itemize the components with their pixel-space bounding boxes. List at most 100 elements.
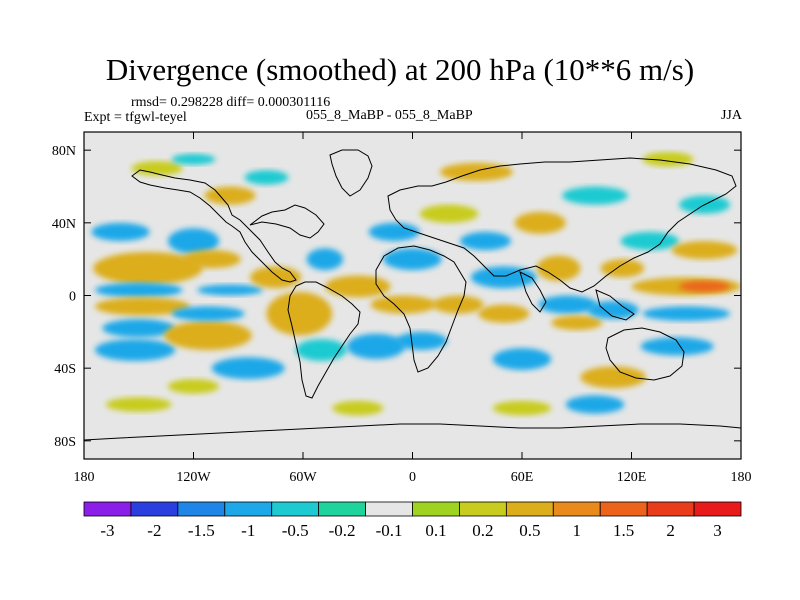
colorbar-box	[83, 501, 132, 517]
field-region	[94, 297, 190, 316]
field-region	[370, 295, 437, 314]
colorbar-label: 1.5	[613, 521, 634, 540]
colorbar-box	[459, 501, 507, 517]
field-region	[600, 259, 645, 278]
field-region	[266, 291, 333, 336]
colorbar-box	[412, 501, 460, 517]
y-tick-label: 40N	[52, 217, 76, 232]
field-region	[368, 222, 420, 242]
field-region	[167, 228, 220, 254]
colorbar-label: -1	[241, 521, 255, 540]
field-region	[295, 339, 347, 361]
field-region	[678, 280, 731, 292]
field-region	[182, 250, 241, 269]
field-region	[244, 170, 289, 185]
field-region	[102, 319, 176, 338]
field-region	[332, 400, 384, 416]
season-label: JJA	[720, 108, 742, 123]
field-region	[587, 300, 639, 320]
field-region	[306, 248, 344, 271]
field-region	[492, 400, 552, 416]
field-region	[346, 333, 406, 360]
y-tick-label: 80S	[54, 435, 76, 450]
colorbar-label: -3	[100, 521, 114, 540]
colorbar-box	[130, 501, 179, 517]
colorbar: -3 -2 -1.5 -1 -0.5 -0.2 -0.1 0.1 0.2 0.5 1 1.5 2 3	[83, 501, 742, 540]
field-region	[640, 337, 714, 356]
x-tick-label: 60E	[511, 470, 534, 485]
colorbar-box	[599, 501, 648, 517]
colorbar-label: -0.1	[376, 521, 403, 540]
field-region	[324, 275, 391, 298]
colorbar-box	[646, 501, 695, 517]
field-region	[93, 251, 203, 285]
coastlines	[84, 149, 741, 441]
y-tick-label: 40S	[54, 362, 76, 377]
colorbar-label: -1.5	[188, 521, 215, 540]
plot-background	[84, 132, 741, 459]
field-region	[94, 339, 176, 361]
field-region	[396, 331, 448, 350]
field-region	[538, 295, 597, 314]
colorbar-box	[318, 501, 366, 517]
map-axes: 180 120W 60W 0 60E 120E 180 80N 40N 0 40S 80S	[52, 132, 752, 485]
colorbar-label: 2	[666, 521, 675, 540]
field-region	[250, 266, 302, 289]
colorbar-label: 1	[573, 521, 582, 540]
colorbar-box	[552, 501, 601, 517]
field-region	[167, 379, 220, 394]
colorbar-label: 0.1	[425, 521, 446, 540]
colorbar-box	[365, 501, 413, 517]
field-region	[197, 284, 263, 296]
colorbar-box	[505, 501, 554, 517]
field-region	[642, 306, 731, 321]
field-region	[94, 282, 183, 298]
x-tick-label: 180	[731, 470, 752, 485]
colorbar-label: -2	[147, 521, 161, 540]
field-region	[459, 231, 512, 251]
field-region	[620, 231, 679, 251]
field-region	[131, 161, 183, 176]
field-region	[671, 241, 738, 260]
field-region	[536, 255, 581, 281]
y-tick-label: 80N	[52, 144, 76, 159]
colorbar-label: 3	[713, 521, 722, 540]
chart-title: Divergence (smoothed) at 200 hPa (10**6 …	[105, 52, 695, 87]
y-tick-label: 0	[69, 290, 76, 305]
colorbar-label: 0.5	[519, 521, 540, 540]
field-region	[514, 211, 566, 234]
colorbar-label: -0.5	[282, 521, 309, 540]
field-region	[105, 397, 172, 412]
field-region	[204, 186, 256, 205]
experiment-label: Expt = tfgwl-teyel	[84, 110, 187, 125]
field-region	[171, 306, 245, 321]
divergence-field	[91, 151, 741, 416]
x-tick-label: 60W	[289, 470, 317, 485]
field-region	[478, 304, 530, 323]
field-region	[470, 266, 537, 289]
field-region	[551, 315, 603, 331]
colorbar-label: -0.2	[329, 521, 356, 540]
field-region	[164, 320, 252, 350]
colorbar-box	[177, 501, 226, 517]
field-region	[91, 222, 150, 242]
field-region	[562, 186, 628, 205]
field-region	[211, 357, 285, 380]
x-tick-label: 120W	[176, 470, 211, 485]
field-region	[492, 348, 552, 370]
x-tick-label: 120E	[617, 470, 647, 485]
field-region	[580, 366, 647, 389]
colorbar-label: 0.2	[472, 521, 493, 540]
colorbar-box	[271, 501, 320, 517]
stats-text: rmsd= 0.298228 diff= 0.000301116	[131, 95, 331, 110]
difference-label: 055_8_MaBP - 055_8_MaBP	[306, 108, 473, 123]
field-region	[383, 248, 442, 271]
field-region	[432, 295, 484, 314]
x-tick-label: 0	[409, 470, 416, 485]
colorbar-box	[693, 501, 742, 517]
field-region	[565, 395, 625, 414]
field-region	[419, 204, 479, 223]
field-region	[171, 153, 216, 165]
colorbar-box	[224, 501, 273, 517]
